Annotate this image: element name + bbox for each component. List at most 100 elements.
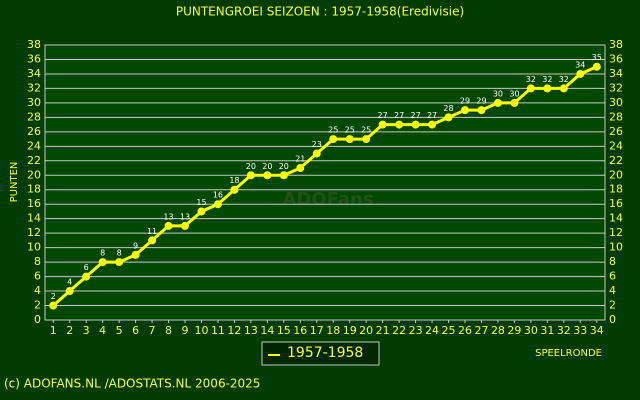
y-tick-label: 8 [34,255,41,268]
y-tick-label: 34 [27,67,41,80]
y2-tick-label: 32 [609,81,623,94]
y2-tick-label: 24 [609,139,623,152]
y-tick-label: 6 [34,270,41,283]
point [296,164,305,173]
point [362,135,371,144]
x-tick-label: 22 [392,324,406,337]
data-label: 25 [345,126,355,135]
x-tick-label: 17 [310,324,324,337]
point [213,200,222,209]
point [279,171,288,180]
y2-tick-label: 38 [609,38,623,51]
data-label: 34 [575,60,585,69]
y2-tick-label: 28 [609,110,623,123]
point [395,120,404,129]
x-tick-label: 34 [590,324,604,337]
data-label: 21 [295,155,305,164]
y2-tick-label: 0 [609,313,616,326]
x-tick-label: 9 [182,324,189,337]
point [148,236,157,245]
data-label: 16 [213,191,223,200]
x-tick-label: 2 [66,324,73,337]
point [526,84,535,93]
legend-box [261,341,380,366]
point [49,301,58,310]
point [345,135,354,144]
x-tick-label: 7 [149,324,156,337]
y2-tick-label: 16 [609,197,623,210]
y-tick-label: 2 [34,299,41,312]
x-tick-label: 13 [244,324,258,337]
data-label: 13 [163,212,173,221]
x-tick-label: 10 [194,324,208,337]
y-axis-label: PUNTEN [9,162,20,203]
footer: (c) ADOFANS.NL /ADOSTATS.NL 2006-2025 [4,377,260,391]
point [181,221,189,230]
point [164,221,173,230]
chart-title: PUNTENGROEI SEIZOEN : 1957-1958(Eredivis… [176,5,464,19]
data-label: 27 [378,111,388,120]
point [444,113,453,122]
y2-tick-label: 8 [609,255,616,268]
x-tick-label: 30 [524,324,538,337]
data-label: 32 [526,75,536,84]
data-label: 11 [147,227,157,236]
data-label: 27 [394,111,404,120]
data-label: 25 [328,126,338,135]
point [461,106,469,115]
data-label: 18 [229,176,239,185]
point [477,106,486,115]
x-tick-label: 15 [277,324,291,337]
x-tick-label: 25 [442,324,456,337]
x-tick-label: 23 [409,324,423,337]
legend-label: 1957-1958 [287,345,363,361]
plot-area [44,44,606,321]
y-tick-label: 38 [27,38,41,51]
y-tick-label: 36 [27,52,41,65]
point [230,185,239,194]
data-label: 13 [180,212,190,221]
point [312,149,321,158]
x-tick-label: 19 [343,324,357,337]
point [65,287,74,296]
data-label: 30 [509,89,519,98]
y2-tick-label: 4 [609,284,616,297]
x-tick-label: 28 [491,324,505,337]
point [82,272,91,281]
point [378,120,387,129]
point [411,120,420,129]
x-tick-label: 1 [50,324,57,337]
data-label: 29 [460,97,470,106]
data-label: 6 [84,263,89,272]
point [543,84,552,93]
y2-tick-label: 34 [609,67,623,80]
point [246,171,255,180]
data-label: 27 [410,111,420,120]
data-label: 32 [542,75,552,84]
point [329,135,338,144]
x-tick-label: 16 [293,324,307,337]
y-tick-label: 10 [27,241,41,254]
data-label: 15 [196,198,206,207]
y-tick-label: 22 [27,154,41,167]
y-tick-label: 16 [27,197,41,210]
y2-tick-label: 30 [609,96,623,109]
point [510,98,519,107]
y-tick-label: 28 [27,110,41,123]
y2-tick-label: 20 [609,168,623,181]
point [131,250,140,259]
series-line [52,65,598,307]
y2-tick-label: 6 [609,270,616,283]
data-label: 2 [51,292,56,301]
point [493,98,502,107]
data-label: 30 [493,89,503,98]
y-tick-label: 30 [27,96,41,109]
data-label: 8 [100,249,105,258]
data-label: 4 [67,278,72,287]
y-tick-label: 26 [27,125,41,138]
x-tick-label: 11 [211,324,225,337]
data-label: 20 [279,162,289,171]
x-axis-label: SPEELRONDE [535,348,602,359]
data-label: 9 [133,241,138,250]
x-tick-label: 6 [132,324,139,337]
